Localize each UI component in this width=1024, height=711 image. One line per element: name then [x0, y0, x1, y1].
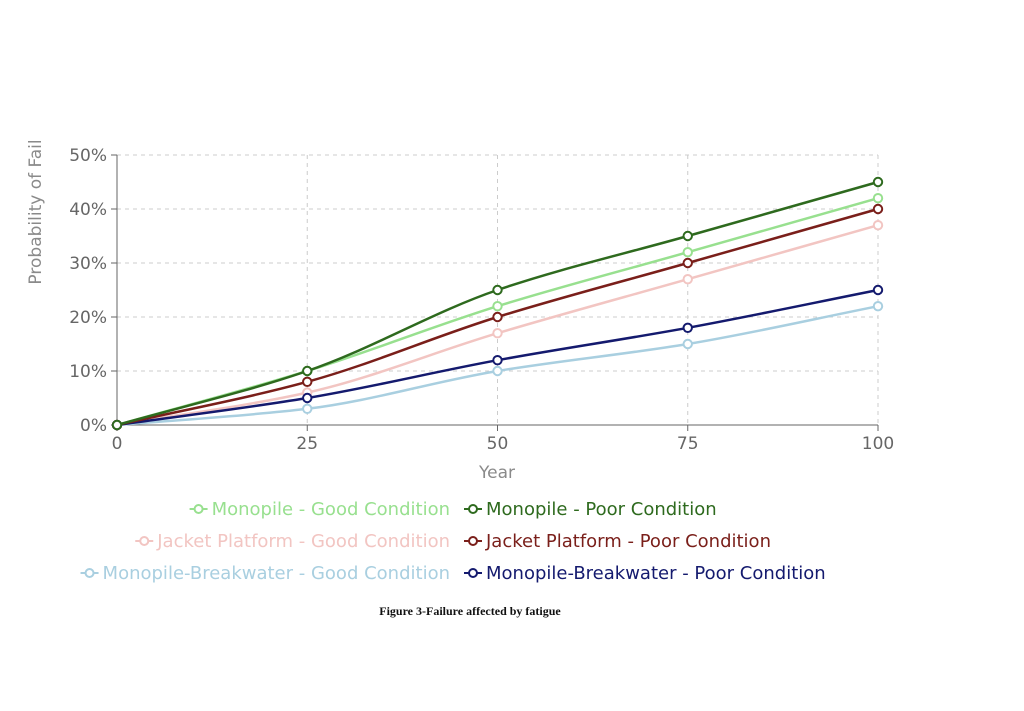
legend-label: Monopile - Good Condition — [212, 499, 450, 520]
data-point — [872, 284, 884, 296]
data-point — [682, 338, 693, 350]
y-tick-label: 40% — [69, 200, 107, 220]
axes — [111, 154, 879, 431]
data-point — [682, 230, 693, 242]
y-tick-label: 50% — [69, 146, 107, 166]
data-point — [682, 257, 693, 269]
legend-marker — [84, 568, 95, 578]
legend-marker — [468, 536, 478, 546]
legend-marker — [139, 536, 150, 546]
legend-label: Jacket Platform - Good Condition — [156, 531, 450, 552]
data-point — [492, 328, 503, 339]
legend-label: Monopile-Breakwater - Poor Condition — [486, 563, 826, 584]
data-point — [302, 403, 313, 414]
legend-marker — [468, 568, 478, 578]
data-point — [682, 247, 693, 258]
legend-item-4: Monopile-Breakwater - Good Condition — [80, 563, 450, 584]
legend-label: Monopile-Breakwater - Good Condition — [103, 563, 450, 584]
legend: Monopile - Good Condition Monopile - Poor… — [80, 499, 826, 584]
legend-marker — [193, 504, 204, 514]
legend-marker — [468, 504, 478, 514]
y-axis-title: Probability of Fail — [26, 139, 46, 284]
data-point — [872, 176, 884, 188]
data-point — [302, 365, 313, 377]
x-tick-label: 0 — [112, 434, 123, 454]
legend-item-0: Monopile - Good Condition — [189, 499, 450, 520]
data-point — [872, 301, 884, 312]
tick-labels: 0% 10% 20% 30% 40% 50% 0 25 50 75 100 — [69, 146, 894, 454]
data-point — [682, 322, 693, 333]
series-5 — [111, 284, 884, 431]
series-lines — [111, 176, 884, 431]
y-tick-label: 0% — [80, 416, 107, 436]
data-point — [111, 419, 123, 431]
data-point — [302, 392, 313, 404]
x-tick-label: 25 — [296, 434, 318, 454]
y-tick-label: 10% — [69, 362, 107, 382]
data-point — [302, 376, 313, 387]
data-point — [872, 193, 884, 204]
legend-item-1: Monopile - Poor Condition — [464, 499, 717, 520]
legend-label: Jacket Platform - Poor Condition — [485, 531, 771, 552]
y-tick-label: 30% — [69, 254, 107, 274]
x-tick-label: 50 — [487, 434, 509, 454]
data-point — [682, 274, 693, 285]
data-point — [492, 311, 503, 323]
data-point — [872, 220, 884, 231]
data-point — [492, 365, 503, 377]
y-tick-label: 20% — [69, 308, 107, 328]
series-1 — [111, 176, 884, 431]
x-tick-label: 75 — [677, 434, 699, 454]
legend-item-3: Jacket Platform - Poor Condition — [464, 531, 771, 552]
x-tick-label: 100 — [862, 434, 894, 454]
legend-label: Monopile - Poor Condition — [486, 499, 717, 520]
data-point — [492, 284, 503, 296]
x-axis-title: Year — [478, 463, 515, 483]
legend-item-2: Jacket Platform - Good Condition — [135, 531, 450, 552]
figure-caption: Figure 3-Failure affected by fatigue — [379, 604, 561, 618]
data-point — [872, 203, 884, 215]
data-point — [492, 301, 503, 312]
data-point — [492, 355, 503, 366]
legend-item-5: Monopile-Breakwater - Poor Condition — [464, 563, 826, 584]
